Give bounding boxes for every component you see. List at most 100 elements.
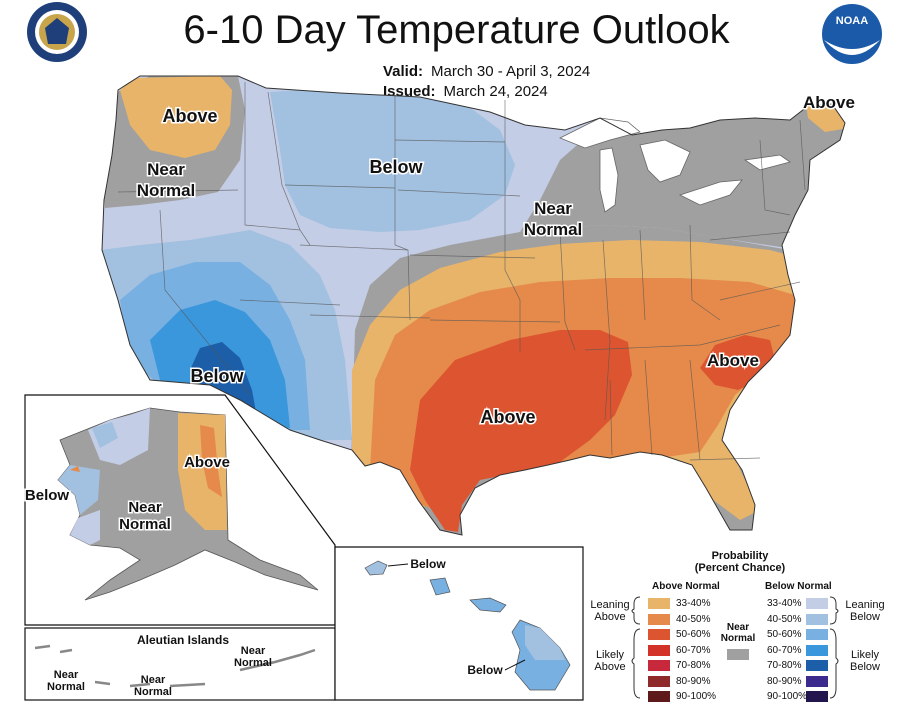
legend-below-swatch xyxy=(806,660,828,671)
label-alaska-above: Above xyxy=(184,454,230,471)
state-line-montana xyxy=(267,91,311,246)
lake-erie xyxy=(678,179,743,206)
label-aleutian-title: Aleutian Islands xyxy=(137,633,229,647)
state-line-new-england xyxy=(799,119,806,191)
legend-above-swatch xyxy=(648,613,670,625)
molokai-maui-island xyxy=(469,597,507,613)
legend-above-label: 80-90% xyxy=(676,675,711,687)
aleutian-islands-shape xyxy=(34,644,316,688)
label-alaska-normal: Normal xyxy=(119,516,171,533)
hawaii-pointer-north xyxy=(387,563,409,567)
label-southeast-above: Above xyxy=(707,351,759,370)
brace-likely-above xyxy=(631,628,641,699)
lake-michigan xyxy=(599,147,619,213)
state-line-pennsylvania xyxy=(709,231,791,241)
legend-title-line2: (Percent Chance) xyxy=(694,562,786,574)
legend-above-label: 40-50% xyxy=(676,613,711,625)
label-alaska-near: Near xyxy=(128,499,162,516)
noaa-bird-wave xyxy=(824,40,880,55)
legend-below-label: 60-70% xyxy=(767,644,802,656)
state-line-alabama xyxy=(644,359,653,456)
likely-above-line2: Above xyxy=(594,661,626,673)
label-northwest-near: Near xyxy=(147,160,185,179)
valid-dates: Valid: March 30 - April 3, 2024 xyxy=(383,63,590,80)
noaa-text: NOAA xyxy=(836,15,868,27)
label-great-lakes-normal: Normal xyxy=(524,220,583,239)
legend-below-label: 50-60% xyxy=(767,629,802,640)
oahu-island xyxy=(429,577,451,596)
state-line-new-york xyxy=(759,139,791,216)
leaning-below-line2: Below xyxy=(850,611,880,623)
big-island-below-40-50 xyxy=(525,625,565,660)
alaska-below-33-40 xyxy=(88,408,150,465)
state-line-illinois xyxy=(602,239,611,421)
label-northwest-normal: Normal xyxy=(137,181,196,200)
state-borders xyxy=(117,82,806,461)
valid-label: Valid: xyxy=(383,63,424,80)
legend-above-swatch xyxy=(648,644,670,656)
hawaii-pointer-south xyxy=(504,659,526,671)
legend-leaning-above: Leaning Above xyxy=(588,599,632,623)
label-great-lakes-near: Near xyxy=(534,199,572,218)
commerce-seal-icon xyxy=(27,2,87,62)
legend-below-swatch xyxy=(806,675,828,687)
state-line-dakotas xyxy=(394,95,411,321)
legend-below-label: 40-50% xyxy=(767,613,802,625)
plains-below-40-50 xyxy=(270,90,515,232)
noaa-logo-icon: NOAA xyxy=(822,4,882,64)
legend-likely-below: Likely Below xyxy=(842,649,888,673)
state-line-sd-ne xyxy=(397,189,521,197)
legend-below-label: 33-40% xyxy=(767,598,802,609)
great-lakes xyxy=(559,117,791,213)
kauai-island xyxy=(364,560,388,576)
legend-below-label: 90-100% xyxy=(767,691,808,702)
state-line-or-wa xyxy=(117,189,239,193)
issued-date: Issued: March 24, 2024 xyxy=(383,83,548,100)
legend-above-swatch xyxy=(648,691,670,702)
legend-likely-above: Likely Above xyxy=(588,649,632,673)
legend-above-label: 70-80% xyxy=(676,660,711,671)
legend-above-swatch xyxy=(648,598,670,609)
legend-below-swatch xyxy=(806,598,828,609)
state-line-georgia xyxy=(689,359,701,461)
label-southwest-below: Below xyxy=(190,366,244,386)
conus-outline xyxy=(101,75,846,536)
label-aleutian-near-a: Near xyxy=(54,669,79,681)
legend-above-label: 33-40% xyxy=(676,598,711,609)
state-line-mississippi xyxy=(609,379,613,456)
lake-ontario xyxy=(743,154,791,171)
alaska-islet xyxy=(70,466,80,472)
legend-leaning-below: Leaning Below xyxy=(842,599,888,623)
legend-below-swatch xyxy=(806,629,828,640)
legend-below-swatch xyxy=(806,644,828,656)
south-central-above-50-60 xyxy=(410,330,632,532)
label-aleutian-normal-b: Normal xyxy=(134,686,172,698)
likely-above-line1: Likely xyxy=(595,649,625,661)
legend-above-swatch xyxy=(648,660,670,671)
aleutian-inset xyxy=(24,627,336,701)
legend-title: Probability (Percent Chance) xyxy=(660,550,820,574)
label-northwest-above: Above xyxy=(162,106,217,126)
legend-near-normal: Near Normal xyxy=(718,622,758,644)
label-aleutian-normal-c: Normal xyxy=(234,657,272,669)
state-line-ohio xyxy=(689,224,721,321)
hawaii-inset xyxy=(334,546,584,701)
brace-leaning-below xyxy=(829,596,839,625)
legend-above-label: 90-100% xyxy=(676,691,717,702)
state-line-florida xyxy=(689,457,761,461)
valid-value: March 30 - April 3, 2024 xyxy=(431,63,591,80)
legend-below-header: Below Normal xyxy=(765,581,832,592)
state-line-virginia xyxy=(719,281,801,301)
legend-below-label: 80-90% xyxy=(767,675,802,687)
state-line-ne-ks xyxy=(409,254,536,259)
state-line-arizona-north xyxy=(239,299,341,306)
state-line-tennessee xyxy=(584,324,781,351)
seal-shield xyxy=(45,18,69,44)
legend-braces xyxy=(631,596,839,699)
state-line-nd-sd xyxy=(394,139,506,143)
legend-above-swatch xyxy=(648,629,670,640)
state-line-idaho xyxy=(244,82,301,231)
legend-above-header: Above Normal xyxy=(652,581,720,592)
legend-below-swatch xyxy=(806,691,828,702)
